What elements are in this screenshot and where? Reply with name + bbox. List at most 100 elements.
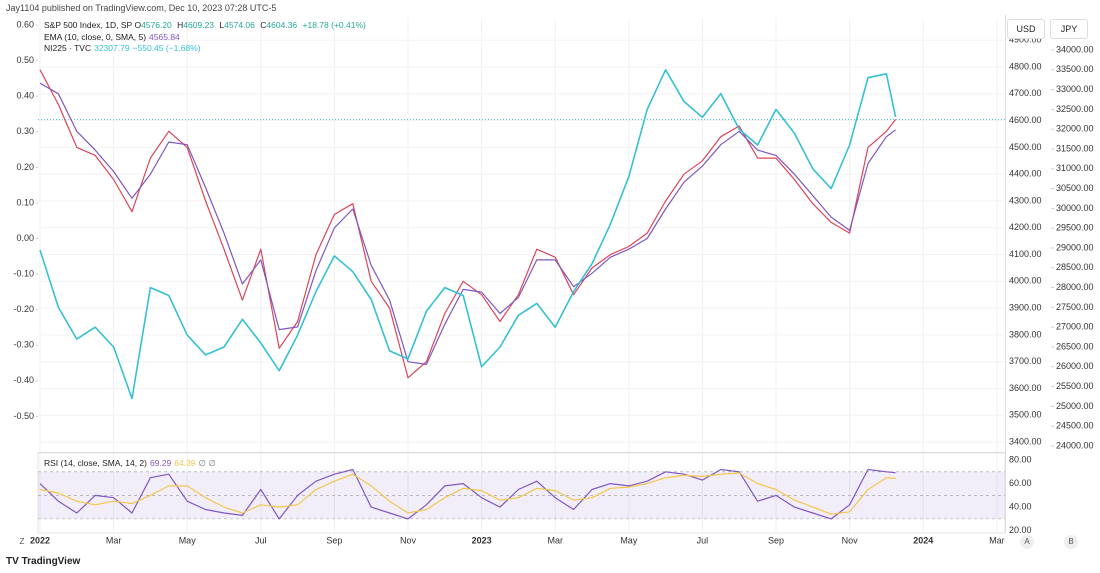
legend-row: NI225 · TVC 32307.79 −550.45 (−1.68%): [44, 43, 369, 55]
y2-tick-label: 3500.00: [1009, 410, 1042, 420]
x-tick-label: Jul: [697, 535, 709, 545]
y3-tick-label: 24000.00: [1056, 440, 1094, 450]
y3-tick-label: 26000.00: [1056, 361, 1094, 371]
legend-value: 64.39: [174, 458, 196, 468]
legend-key: C: [260, 20, 267, 30]
y-tick-label: -0.20: [13, 304, 34, 314]
x-tick-label: Mar: [547, 535, 563, 545]
publisher-line: Jay1104 published on TradingView.com, De…: [6, 3, 277, 13]
y-tick-label: 0.60: [16, 19, 34, 29]
x-tick-label: Jul: [255, 535, 267, 545]
legend-series: EMA (10, close, 0, SMA, 5): [44, 31, 147, 42]
y2-tick-label: 4700.00: [1009, 88, 1042, 98]
y2-tick-label: 4000.00: [1009, 276, 1042, 286]
y2-tick-label: 3700.00: [1009, 356, 1042, 366]
y2-tick-label: 4500.00: [1009, 142, 1042, 152]
legend-key: O: [134, 20, 142, 30]
legend-key: H: [177, 20, 184, 30]
y3-tick-label: 25500.00: [1056, 381, 1094, 391]
legend-change: +18.78 (+0.41%): [302, 20, 366, 30]
legend-value: 4565.84: [149, 31, 180, 42]
series-line: [39, 69, 897, 379]
y3-tick-label: 29000.00: [1056, 242, 1094, 252]
brand-name: TradingView: [21, 556, 81, 567]
legend-value: 69.29: [149, 458, 172, 468]
y3-tick-label: 28000.00: [1056, 282, 1094, 292]
rsi-tick-label: 60.00: [1009, 478, 1032, 488]
y2-tick-label: 4100.00: [1009, 249, 1042, 259]
scale-button[interactable]: B: [1064, 535, 1078, 549]
rsi-legend: RSI (14, close, SMA, 14, 2) 69.29 64.39 ∅ ∅: [44, 458, 216, 470]
rsi-tick-label: 20.00: [1009, 525, 1032, 535]
y3-tick-label: 28500.00: [1056, 262, 1094, 272]
y3-tick-label: 26500.00: [1056, 341, 1094, 351]
series-line: [39, 468, 896, 520]
legend-series: S&P 500 Index, 1D, SP: [44, 20, 133, 30]
rsi-tick-label: 80.00: [1009, 454, 1032, 464]
zoom-button[interactable]: Z: [19, 537, 25, 546]
x-tick-label: 2024: [913, 535, 933, 545]
y3-tick-label: 27500.00: [1056, 302, 1094, 312]
currency-button[interactable]: USD: [1007, 19, 1045, 39]
y2-tick-label: 4400.00: [1009, 169, 1042, 179]
y-tick-label: -0.30: [13, 340, 34, 350]
y3-tick-label: 34000.00: [1056, 44, 1094, 54]
legend-change: −550.45 (−1.68%): [132, 43, 201, 53]
y3-tick-label: 31000.00: [1056, 163, 1094, 173]
x-tick-label: May: [179, 535, 197, 545]
y2-tick-label: 3600.00: [1009, 383, 1042, 393]
y2-tick-label: 4300.00: [1009, 195, 1042, 205]
currency-button[interactable]: JPY: [1050, 19, 1088, 39]
series-line: [39, 472, 896, 515]
y3-tick-label: 25000.00: [1056, 401, 1094, 411]
y-tick-label: 0.10: [16, 197, 34, 207]
y2-tick-label: 4600.00: [1009, 115, 1042, 125]
x-tick-label: 2023: [472, 535, 492, 545]
legend-key: L: [219, 20, 225, 30]
y3-tick-label: 33000.00: [1056, 84, 1094, 94]
y-tick-label: -0.50: [13, 411, 34, 421]
y3-tick-label: 29500.00: [1056, 223, 1094, 233]
legend-series: NI225 · TVC: [44, 43, 92, 53]
legend-series: RSI (14, close, SMA, 14, 2): [44, 458, 147, 468]
legend-value: 4576.20: [141, 20, 172, 30]
legend-value: 4609.23: [183, 20, 215, 30]
y-tick-label: 0.00: [16, 233, 34, 243]
y2-tick-label: 4800.00: [1009, 61, 1042, 71]
x-tick-label: Nov: [400, 535, 417, 545]
y3-tick-label: 32000.00: [1056, 124, 1094, 134]
y2-tick-label: 4900.00: [1009, 35, 1042, 45]
y3-tick-label: 33500.00: [1056, 64, 1094, 74]
rsi-tick-label: 40.00: [1009, 501, 1032, 511]
y2-tick-label: 4200.00: [1009, 222, 1042, 232]
y3-tick-label: 30500.00: [1056, 183, 1094, 193]
y-tick-label: -0.10: [13, 269, 34, 279]
brand-logo: TV TradingView: [6, 556, 81, 567]
x-tick-label: Nov: [842, 535, 859, 545]
y3-tick-label: 24500.00: [1056, 421, 1094, 431]
y2-tick-label: 3800.00: [1009, 329, 1042, 339]
y2-tick-label: 3900.00: [1009, 303, 1042, 313]
y-tick-label: 0.40: [16, 91, 34, 101]
series-line: [39, 69, 897, 400]
legend-row: EMA (10, close, 0, SMA, 5) 4565.84: [44, 32, 369, 44]
y-tick-label: 0.30: [16, 126, 34, 136]
series-line: [39, 82, 896, 365]
y3-tick-label: 27000.00: [1056, 322, 1094, 332]
x-tick-label: 2022: [30, 535, 50, 545]
legend-value: 4574.06: [224, 20, 255, 30]
y-tick-label: 0.50: [16, 55, 34, 65]
x-tick-label: Mar: [989, 535, 1005, 545]
y3-tick-label: 32500.00: [1056, 104, 1094, 114]
auto-scale-button[interactable]: A: [1020, 535, 1034, 549]
y3-tick-label: 30000.00: [1056, 203, 1094, 213]
legend-extra: ∅ ∅: [198, 458, 216, 468]
y2-tick-label: 3400.00: [1009, 436, 1042, 446]
y-tick-label: -0.40: [13, 375, 34, 385]
x-tick-label: Sep: [768, 535, 784, 545]
legend-row: S&P 500 Index, 1D, SP O4576.20 H4609.23 …: [44, 20, 369, 32]
x-tick-label: Mar: [106, 535, 122, 545]
main-legend: S&P 500 Index, 1D, SP O4576.20 H4609.23 …: [44, 20, 369, 55]
